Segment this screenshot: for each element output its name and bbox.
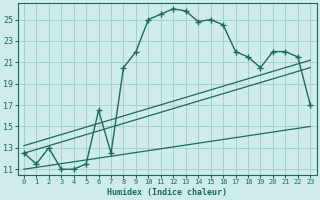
X-axis label: Humidex (Indice chaleur): Humidex (Indice chaleur) bbox=[107, 188, 227, 197]
